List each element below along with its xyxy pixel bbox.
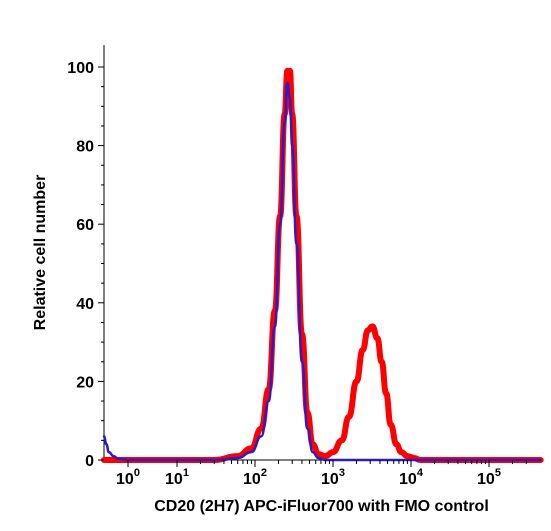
series-red-line: [101, 67, 544, 464]
series-blue-line: [102, 81, 542, 462]
x-tick-exponent: 5: [495, 467, 501, 479]
x-tick-exponent: 3: [339, 467, 345, 479]
x-tick-base: 10: [165, 471, 183, 488]
x-tick-base: 10: [399, 471, 417, 488]
x-tick-base: 10: [116, 471, 134, 488]
y-tick-label: 80: [76, 139, 94, 156]
y-tick-label: 20: [76, 374, 94, 391]
x-tick-exponent: 4: [417, 467, 424, 479]
series-layer: [101, 67, 544, 464]
x-tick-base: 10: [477, 471, 495, 488]
x-tick-label: 104: [399, 467, 424, 488]
x-tick-base: 10: [321, 471, 339, 488]
x-tick-exponent: 2: [261, 467, 267, 479]
x-tick-exponent: 1: [183, 467, 189, 479]
x-tick-base: 10: [243, 471, 261, 488]
x-axis-title: CD20 (2H7) APC-iFluor700 with FMO contro…: [154, 498, 489, 515]
y-axis-ticks: 0 20 40 60 80 100: [67, 60, 104, 470]
x-tick-label: 105: [477, 467, 501, 488]
x-tick-label: 100: [116, 467, 140, 488]
x-axis-ticks: 100 101 102 103 104 105: [116, 460, 527, 488]
x-tick-label: 101: [165, 467, 189, 488]
x-tick-label: 103: [321, 467, 345, 488]
x-tick-label: 102: [243, 467, 267, 488]
x-tick-exponent: 0: [134, 467, 140, 479]
y-tick-label: 0: [85, 453, 94, 470]
y-axis-title: Relative cell number: [32, 175, 49, 331]
y-tick-label: 40: [76, 296, 94, 313]
y-tick-label: 100: [67, 60, 94, 77]
y-tick-label: 60: [76, 217, 94, 234]
